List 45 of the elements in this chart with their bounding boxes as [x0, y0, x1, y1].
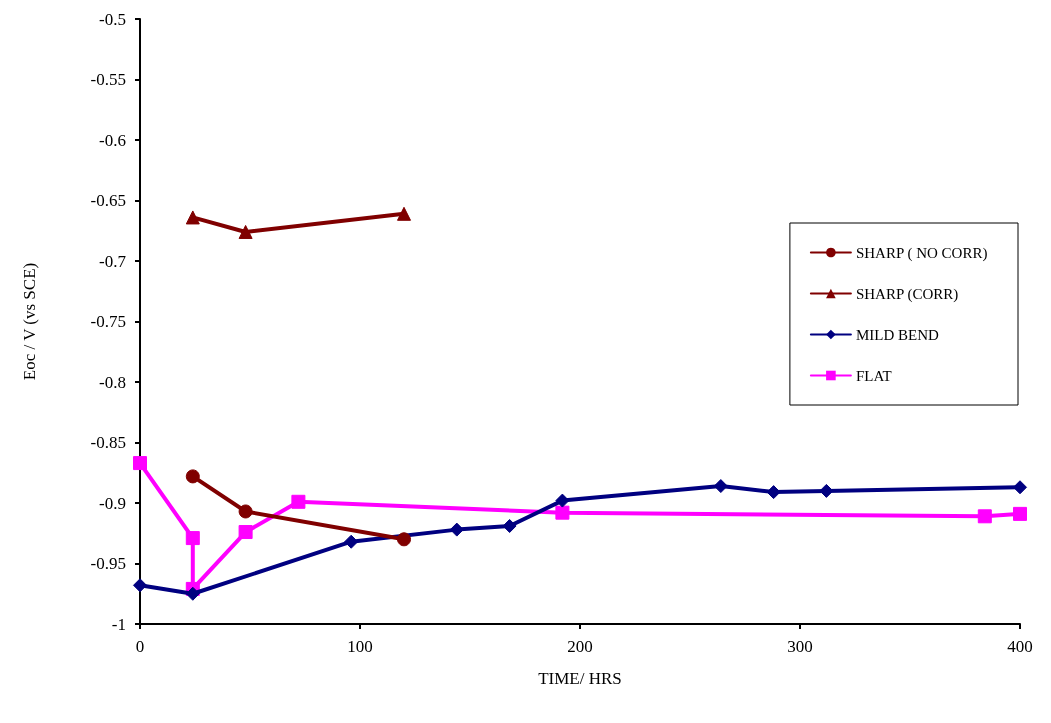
point [1013, 506, 1027, 521]
x-tick-label: 0 [135, 637, 145, 656]
point [713, 479, 728, 494]
point [238, 224, 253, 239]
y-tick-label: -0.95 [90, 554, 126, 573]
y-tick-label: -0.75 [90, 312, 126, 331]
x-axis-title: TIME/ HRS [538, 669, 622, 688]
point [766, 485, 781, 500]
legend-label: SHARP (CORR) [855, 285, 959, 303]
point [502, 518, 517, 533]
x-tick-label: 400 [1007, 637, 1033, 656]
point [555, 493, 570, 508]
x-tick-label: 200 [567, 637, 593, 656]
legend-label: FLAT [855, 367, 892, 384]
legend-label: MILD BEND [855, 326, 939, 343]
point [185, 210, 200, 225]
point [185, 586, 200, 601]
point [397, 532, 411, 547]
point [819, 483, 834, 498]
point [291, 494, 306, 509]
point [238, 525, 253, 540]
point [133, 578, 147, 593]
point [185, 531, 200, 546]
point [185, 469, 200, 484]
point [238, 504, 253, 519]
legend-label: SHARP ( NO CORR) [855, 244, 988, 262]
y-tick-label: -1 [111, 614, 126, 634]
y-tick-label: -0.7 [99, 251, 127, 271]
point [397, 206, 411, 221]
point [977, 509, 992, 524]
y-tick-label: -0.8 [99, 372, 126, 392]
y-tick-label: -0.5 [99, 9, 126, 29]
y-tick-label: -0.85 [90, 433, 126, 452]
x-tick-label: 300 [787, 637, 813, 656]
point [555, 505, 570, 520]
y-tick-label: -0.6 [99, 130, 126, 150]
point [1013, 480, 1027, 495]
point [449, 522, 464, 537]
y-tick-label: -0.65 [90, 191, 126, 210]
point [133, 456, 147, 471]
y-axis-title: Eoc / V (vs SCE) [20, 262, 39, 381]
point [344, 534, 359, 549]
y-tick-label: -0.55 [90, 70, 126, 89]
x-tick-label: 100 [347, 637, 373, 656]
y-tick-label: -0.9 [99, 493, 126, 513]
